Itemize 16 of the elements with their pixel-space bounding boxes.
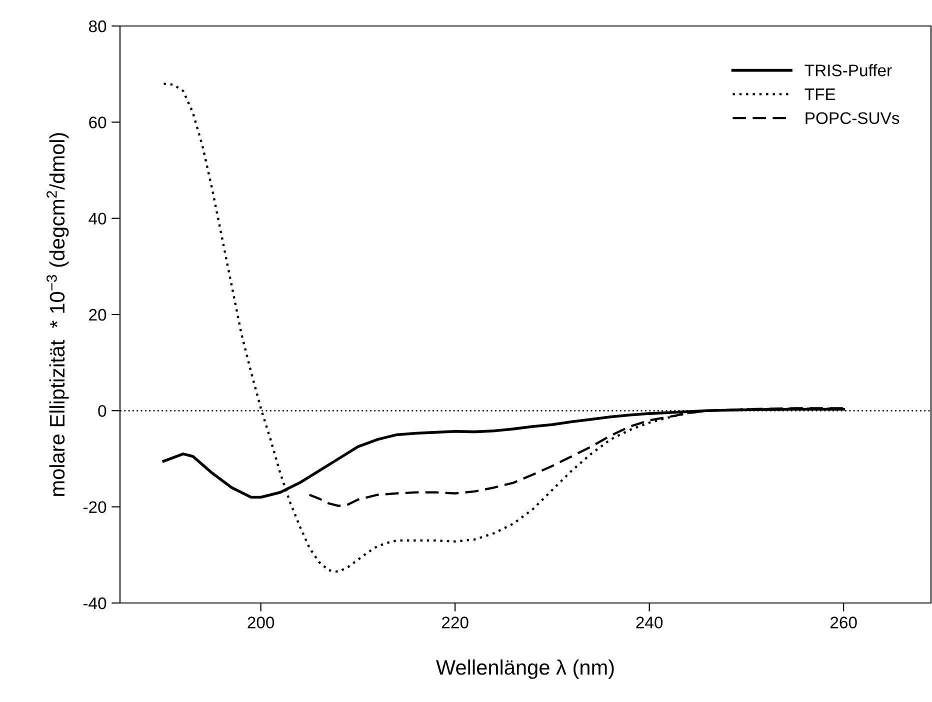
y-tick-label: 40 [88,212,106,225]
x-tick-label: 220 [442,616,468,628]
x-axis-title: Wellenlänge λ (nm) [436,660,614,679]
legend-label: POPC-SUVs [806,112,900,124]
x-tick-label: 240 [636,616,663,628]
y-axis-title: molare Elliptizität * 10$^{−3}$ (degcm$^{2}$/dmol) [46,133,69,496]
y-tick-label: -20 [83,501,106,514]
y-tick-label: 20 [89,308,106,321]
x-tick-label: 260 [830,616,857,628]
y-tick-label: -40 [83,597,106,610]
y-tick-label: 80 [88,20,106,32]
legend-label: TRIS-Puffer [804,64,892,76]
legend-label: TFE [804,88,836,100]
y-tick-label: 60 [89,116,106,128]
y-tick-label: 0 [98,405,106,417]
x-tick-label: 200 [248,616,274,628]
